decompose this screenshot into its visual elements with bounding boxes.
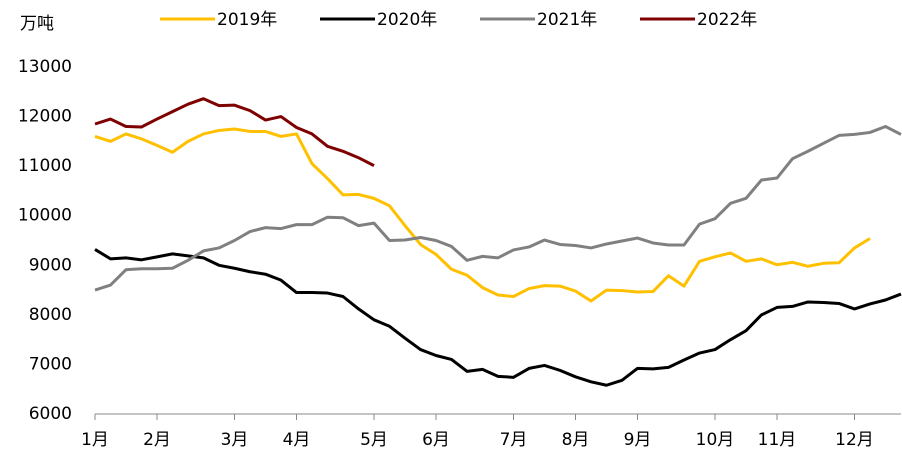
y-tick-label: 13000 [18, 57, 72, 77]
x-tick-label: 1月 [81, 430, 109, 450]
series-line [94, 248, 902, 387]
x-tick-label: 10月 [696, 430, 735, 450]
legend-label: 2022年 [697, 10, 757, 30]
x-tick-label: 2月 [143, 430, 171, 450]
y-tick-label: 9000 [29, 255, 72, 275]
x-tick-label: 7月 [500, 430, 528, 450]
x-tick-label: 6月 [422, 430, 450, 450]
x-tick-label: 3月 [221, 430, 249, 450]
y-tick-label: 8000 [29, 305, 72, 325]
y-tick-label: 6000 [29, 404, 72, 424]
x-tick-label: 9月 [624, 430, 652, 450]
x-tick-label: 4月 [283, 430, 311, 450]
series-line [94, 124, 902, 292]
legend-label: 2020年 [377, 10, 437, 30]
y-tick-label: 7000 [29, 354, 72, 374]
legend-label: 2021年 [537, 10, 597, 30]
y-tick-label: 11000 [18, 156, 72, 176]
y-axis-label: 万吨 [20, 14, 54, 34]
series-line [94, 127, 871, 303]
x-tick-label: 5月 [360, 430, 388, 450]
x-tick-label: 8月 [562, 430, 590, 450]
series-line [94, 97, 375, 167]
legend-label: 2019年 [217, 10, 277, 30]
x-tick-label: 11月 [758, 430, 797, 450]
y-tick-label: 10000 [18, 206, 72, 226]
y-tick-label: 12000 [18, 107, 72, 127]
x-tick-label: 12月 [835, 430, 874, 450]
